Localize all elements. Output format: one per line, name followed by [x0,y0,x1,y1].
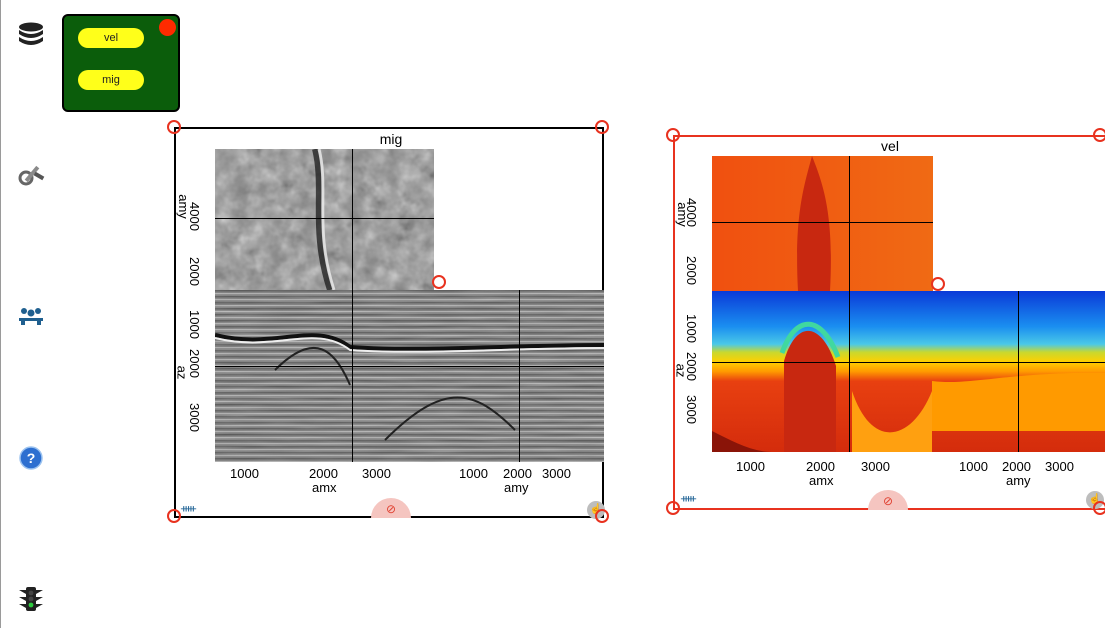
crosshair-amy-horizontal-line[interactable] [215,218,434,219]
resize-handle[interactable] [666,501,680,515]
axis-label-amx: amx [809,473,834,488]
mig-depth-slice-image[interactable] [215,149,434,290]
no-entry-button[interactable]: ⊘ [868,490,908,510]
users-group-icon[interactable] [16,302,46,332]
resize-handle[interactable] [1093,128,1105,142]
database-icon[interactable] [16,20,46,50]
axis-label-amy: amy [1006,473,1031,488]
record-indicator[interactable] [159,19,176,36]
panel-title: vel [881,138,899,154]
tick-label: 4000 [683,198,699,227]
tick-label: 1000 [230,466,259,481]
tuning-icon[interactable]: ᚔ [681,493,697,505]
dataset-palette[interactable]: vel mig [62,14,180,112]
resize-handle[interactable] [432,275,446,289]
resize-handle[interactable] [595,509,609,523]
tick-label: 2000 [1002,459,1031,474]
panel-mig[interactable]: mig amy 4000 2000 1000 200 [167,120,609,523]
tick-label: 3000 [683,395,699,424]
resize-handle[interactable] [167,120,181,134]
axis-label-amx: amx [312,480,337,495]
crosshair-amy-line[interactable] [1018,291,1019,452]
vel-vertical-section-image[interactable] [712,291,1105,452]
panel-vel[interactable]: vel [666,128,1105,515]
crosshair-amy-line[interactable] [519,290,520,462]
resize-handle[interactable] [595,120,609,134]
dataset-pill-vel[interactable]: vel [78,28,144,48]
tick-label: 2000 [503,466,532,481]
tuning-icon[interactable]: ᚔ [181,503,197,515]
axis-label-amy: amy [504,480,529,495]
mig-vertical-section-image[interactable] [215,290,604,462]
dataset-pill-mig[interactable]: mig [78,70,144,90]
tick-label: 3000 [861,459,890,474]
tick-label: 1000 [186,310,202,339]
tick-label: 3000 [362,466,391,481]
axis-label-az: az [673,363,689,378]
tick-label: 4000 [186,202,202,231]
tick-label: 1000 [959,459,988,474]
vel-depth-slice-image[interactable] [712,156,933,291]
axis-label-az: az [174,365,190,380]
traffic-light-icon[interactable] [16,584,46,614]
tick-label: 3000 [542,466,571,481]
crosshair-az-line[interactable] [712,362,1105,363]
tick-label: 2000 [806,459,835,474]
settings-tools-icon[interactable] [16,160,46,190]
tick-label: 1000 [683,314,699,343]
no-entry-button[interactable]: ⊘ [371,498,411,518]
tick-label: 2000 [186,257,202,286]
tick-label: 2000 [683,256,699,285]
panel-title: mig [379,131,403,147]
svg-text:?: ? [27,450,36,466]
crosshair-amx-line[interactable] [849,156,850,452]
help-icon[interactable]: ? [16,444,46,474]
resize-handle[interactable] [167,509,181,523]
crosshair-amx-line[interactable] [352,149,353,462]
tick-label: 1000 [459,466,488,481]
resize-handle[interactable] [666,128,680,142]
crosshair-az-line[interactable] [215,366,604,367]
tick-label: 2000 [309,466,338,481]
resize-handle[interactable] [1093,501,1105,515]
tick-label: 3000 [186,403,202,432]
crosshair-amy-horizontal-line[interactable] [712,222,933,223]
tick-label: 1000 [736,459,765,474]
tick-label: 3000 [1045,459,1074,474]
resize-handle[interactable] [931,277,945,291]
left-divider [0,0,1,628]
